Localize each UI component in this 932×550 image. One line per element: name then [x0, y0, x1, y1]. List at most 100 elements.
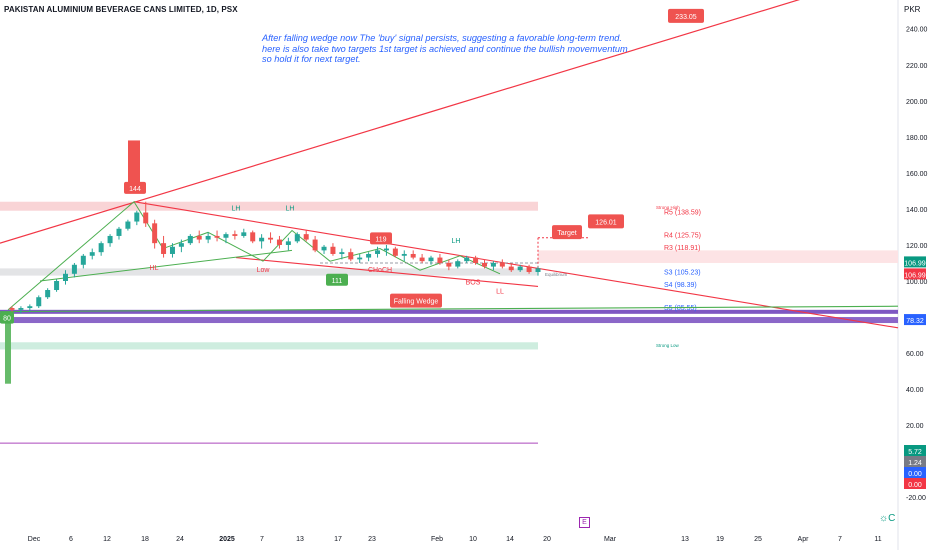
candle-body: [517, 266, 523, 271]
pivot-level-5: S5 (85.55): [664, 305, 697, 312]
candle-body: [143, 212, 149, 224]
structure-label-7: LL: [496, 289, 504, 296]
x-tick-label: 12: [103, 536, 111, 543]
candle-body: [214, 235, 220, 238]
x-tick-label: 19: [716, 536, 724, 543]
candle-body: [455, 261, 461, 267]
candle-body: [348, 252, 354, 260]
candle-body: [401, 253, 407, 256]
structure-label-2: LH: [452, 238, 461, 245]
symbol-title: PAKISTAN ALUMINIUM BEVERAGE CANS LIMITED…: [4, 5, 238, 14]
candle-body: [54, 281, 60, 291]
note-line-2: here is also take two targets 1st target…: [262, 43, 628, 54]
candle-body: [383, 248, 389, 251]
price-label-text: 0.00: [908, 482, 922, 489]
candle-body: [464, 257, 470, 262]
green-support-line: [0, 305, 899, 313]
candle-body: [9, 308, 15, 310]
hl-support-line: [39, 249, 293, 282]
y-tick-label: 40.00: [906, 387, 924, 394]
target-price-tag-text: 126.01: [595, 219, 617, 226]
x-tick-label: Feb: [431, 536, 443, 543]
candle-body: [89, 252, 95, 256]
candle-body: [62, 273, 68, 281]
strong-low-zone: [0, 342, 538, 350]
wedge-lower-line: [235, 257, 539, 287]
candle-body: [116, 228, 122, 236]
candle-body: [205, 235, 211, 240]
x-tick-label: 18: [141, 536, 149, 543]
price-label-box: [904, 268, 926, 280]
pivot-level-0: R5 (138.59): [664, 209, 701, 216]
candle-body: [366, 253, 372, 258]
x-tick-label: 24: [176, 536, 184, 543]
price-label-text: 78.32: [906, 318, 924, 325]
candle-body: [321, 246, 327, 251]
target-tag-box: [552, 225, 582, 240]
candle-body: [169, 246, 175, 254]
low-flag-box: [326, 273, 348, 286]
candle-body: [161, 243, 167, 254]
x-tick-label: 7: [260, 536, 264, 543]
x-tick-label: 23: [368, 536, 376, 543]
idea-note: After falling wedge now The 'buy' signal…: [262, 33, 662, 65]
economic-event-icon[interactable]: E: [579, 517, 590, 528]
candle-body: [526, 266, 532, 272]
x-tick-label: 14: [506, 536, 514, 543]
x-tick-label: 13: [681, 536, 689, 543]
candle-body: [446, 262, 452, 267]
settings-icon[interactable]: ☼C: [879, 513, 896, 524]
candle-body: [18, 308, 24, 310]
candle-body: [98, 243, 104, 253]
structure-label-5: CHoCH: [368, 267, 392, 274]
structure-label-6: BOS: [466, 280, 481, 287]
price-label-text: 0.00: [908, 471, 922, 478]
candle-body: [339, 252, 345, 254]
target-tag-text: Target: [557, 230, 577, 237]
strong-low-text: Strong Low: [656, 343, 680, 348]
candle-body: [241, 232, 247, 236]
price-label-box: [904, 445, 926, 456]
pivot-high-flag-box: [124, 181, 146, 194]
price-label-text: 106.99: [904, 260, 926, 267]
pivot-level-4: S4 (98.39): [664, 282, 697, 289]
candle-body: [428, 257, 434, 262]
y-tick-label: 20.00: [906, 423, 924, 430]
price-label-box: [904, 314, 926, 326]
strong-high-zone: [0, 201, 538, 211]
high-flag-text: 119: [375, 236, 386, 243]
y-tick-label: 220.00: [906, 63, 928, 70]
candle-body: [134, 212, 140, 222]
x-tick-label: 11: [874, 536, 881, 543]
candle-body: [187, 235, 193, 244]
candle-body: [250, 232, 256, 242]
candle-body: [330, 246, 336, 254]
top-line-tag-text: 233.05: [675, 14, 697, 21]
pivot-high-flag-text: 144: [129, 186, 141, 193]
candle-body: [499, 262, 505, 267]
y-tick-label: -20.00: [906, 495, 926, 502]
candle-body: [259, 237, 265, 242]
candle-body: [152, 223, 158, 244]
pivot-level-3: S3 (105.23): [664, 270, 701, 277]
strong-high-text: Strong High: [656, 205, 680, 210]
x-tick-label: Dec: [28, 536, 41, 543]
falling-wedge-tag-text: Falling Wedge: [394, 299, 439, 306]
pivot-low-flag-box: [0, 311, 14, 324]
candle-body: [223, 234, 229, 238]
equilibrium-text: Equilibrium: [545, 272, 568, 277]
price-label-text: 1.24: [908, 460, 922, 467]
candle-body: [232, 234, 238, 236]
currency-label: PKR: [904, 5, 921, 14]
candle-body: [482, 262, 488, 267]
candle-body: [375, 250, 381, 254]
price-label-box: [904, 478, 926, 489]
y-tick-label: 60.00: [906, 351, 924, 358]
pivot-level-2: R3 (118.91): [664, 245, 700, 252]
candle-body: [535, 268, 541, 272]
y-tick-label: 160.00: [906, 171, 928, 178]
structure-label-4: Low: [257, 267, 271, 274]
x-tick-label: 7: [838, 536, 842, 543]
x-tick-label: 2025: [219, 536, 235, 543]
